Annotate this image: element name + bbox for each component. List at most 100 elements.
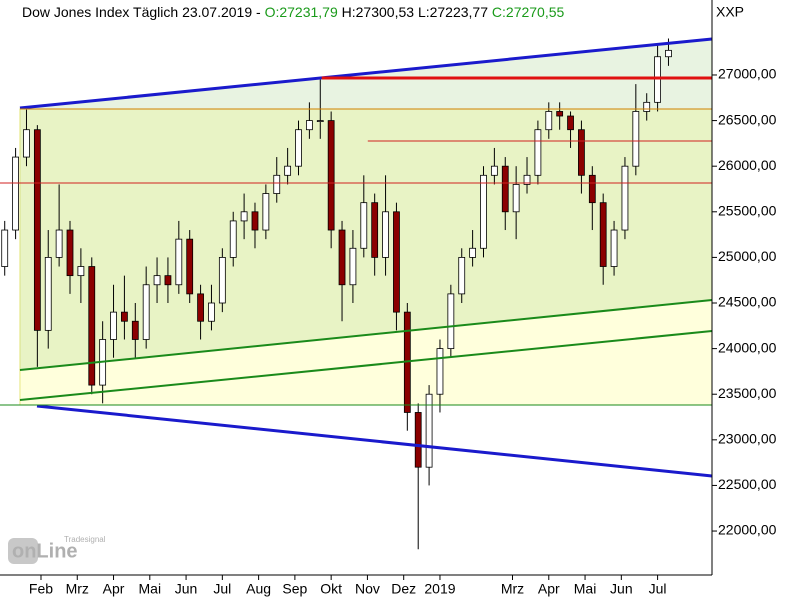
candle-body [588, 174, 596, 204]
y-tick-label: 26500,00 [718, 111, 777, 127]
candle-body [490, 165, 498, 176]
trend-line [19, 330, 713, 402]
candle-body [295, 129, 302, 167]
candle-body [545, 111, 553, 131]
x-tick-label: Mrz [66, 581, 89, 597]
candle-body [229, 220, 237, 258]
candle-body [284, 165, 292, 176]
candle-body [164, 275, 172, 286]
y-tick-label: 25500,00 [718, 202, 777, 218]
y-tick-label: 24000,00 [718, 339, 777, 355]
candle-body [632, 111, 640, 167]
candle-body [121, 311, 128, 322]
x-tick-label: 2019 [424, 581, 455, 597]
candle-body [414, 412, 422, 468]
symbol: XXP [716, 4, 744, 20]
x-tick-label: Jun [175, 581, 198, 597]
candle-body [153, 275, 161, 286]
candle-body [393, 211, 400, 313]
x-tick-label: Feb [29, 581, 53, 597]
candle-body [262, 193, 270, 231]
trend-line [19, 37, 713, 110]
candle-body [436, 348, 444, 395]
watermark: onLine [12, 540, 78, 562]
header-part: Dow Jones Index Täglich [22, 4, 178, 20]
trend-line [36, 404, 713, 478]
candle-body [240, 211, 248, 222]
candle-body [578, 129, 585, 176]
candle-body [44, 257, 52, 331]
header-part: C:27270,55 [492, 4, 565, 20]
candle-body [621, 165, 629, 231]
x-tick-label: Nov [355, 581, 380, 597]
x-tick-label: Sep [282, 581, 307, 597]
x-tick-label: Jun [610, 581, 633, 597]
candle-body [599, 202, 607, 267]
candle-body [33, 129, 41, 331]
x-tick-label: Aug [246, 581, 271, 597]
candle-body [654, 56, 661, 103]
candle-body [77, 266, 85, 277]
candle-body [512, 184, 520, 213]
x-tick-label: Jul [213, 581, 231, 597]
y-tick-label: 22000,00 [718, 522, 777, 538]
candle-body [382, 211, 389, 258]
x-tick-label: Mai [574, 581, 597, 597]
y-tick-label: 23000,00 [718, 431, 777, 447]
watermark-sub: Tradesignal [64, 535, 106, 544]
logo-box [8, 538, 38, 564]
candle-body [371, 202, 379, 258]
candle-body [197, 293, 204, 322]
y-tick-label: 25000,00 [718, 248, 777, 264]
x-tick-label: Mrz [501, 581, 524, 597]
x-tick-label: Okt [320, 581, 342, 597]
marks [0, 37, 713, 550]
candle-body [316, 120, 324, 122]
candle-body [273, 174, 281, 194]
candle-body [610, 229, 618, 267]
candle-body [665, 49, 672, 58]
candle-body [643, 101, 651, 112]
candle-body [66, 229, 74, 277]
candle-body [186, 238, 194, 295]
candle-body [175, 238, 183, 286]
header: Dow Jones Index Täglich 23.07.2019 - O:2… [22, 4, 565, 20]
candle-body [458, 257, 466, 295]
candle-body [349, 247, 357, 286]
candle-body [218, 257, 226, 304]
header-part: 23.07.2019 - [182, 4, 261, 20]
candle-body [55, 229, 63, 258]
candle-body [447, 293, 455, 350]
candle-body [88, 266, 96, 386]
candle-body [110, 311, 117, 340]
header-part: O:27231,79 [265, 4, 338, 20]
y-tick-label: 26000,00 [718, 157, 777, 173]
x-tick-label: Apr [103, 581, 125, 597]
y-tick-label: 24500,00 [718, 294, 777, 310]
candle-body [1, 229, 9, 267]
candle-body [556, 111, 564, 117]
candle-body [251, 211, 259, 231]
candle-body [338, 229, 346, 286]
candle-body [480, 174, 487, 249]
candle-body [469, 247, 477, 258]
y-tick-label: 23500,00 [718, 385, 777, 401]
candle-body [23, 129, 30, 158]
candle-body [131, 320, 139, 340]
candle-body [523, 174, 531, 185]
y-tick-label: 22500,00 [718, 476, 777, 492]
y-tick-label: 27000,00 [718, 66, 777, 82]
header-part: L:27223,77 [418, 4, 488, 20]
x-tick-label: Dez [391, 581, 416, 597]
x-tick-label: Apr [538, 581, 560, 597]
candle-body [142, 284, 150, 340]
header-part: H:27300,53 [342, 4, 415, 20]
x-tick-label: Mai [139, 581, 162, 597]
trend-line [19, 299, 713, 372]
candle-body [208, 302, 215, 322]
candle-body [360, 202, 368, 249]
candle-body [327, 120, 335, 231]
candle-body [305, 120, 313, 131]
candle-body [534, 129, 542, 176]
